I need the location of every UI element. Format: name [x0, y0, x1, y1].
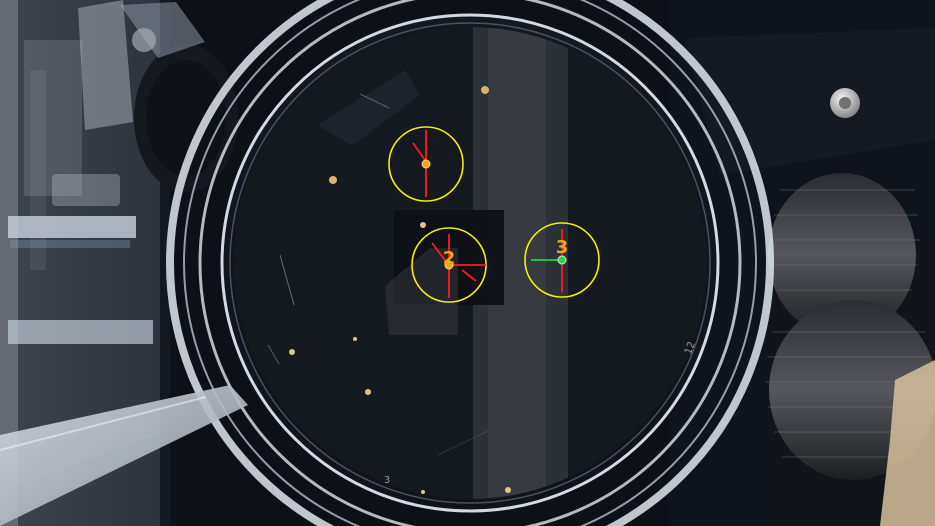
target-marker-1[interactable]: [388, 126, 464, 202]
dish-right-digit: 12: [683, 340, 698, 356]
marker-2-label: 2: [443, 248, 456, 269]
target-marker-3[interactable]: 3: [524, 222, 600, 298]
dish-bottom-digit: 3: [384, 475, 390, 486]
marker-3-label: 3: [556, 237, 569, 258]
right-rollers: [766, 88, 935, 526]
upper-left-roller: [78, 0, 238, 192]
dish-interior: [234, 27, 706, 499]
pipette-tool: [0, 385, 248, 526]
target-marker-2[interactable]: 2: [411, 227, 487, 303]
